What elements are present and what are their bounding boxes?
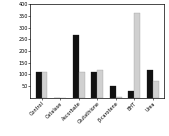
Bar xyxy=(128,91,134,98)
Bar xyxy=(73,35,79,98)
Bar xyxy=(134,13,140,98)
Bar xyxy=(147,70,153,98)
Bar xyxy=(97,70,103,98)
Bar xyxy=(110,86,116,98)
Bar xyxy=(42,72,47,98)
Bar xyxy=(153,81,159,98)
Bar xyxy=(36,72,42,98)
Bar xyxy=(116,97,122,98)
Bar xyxy=(79,72,84,98)
Bar xyxy=(91,72,97,98)
